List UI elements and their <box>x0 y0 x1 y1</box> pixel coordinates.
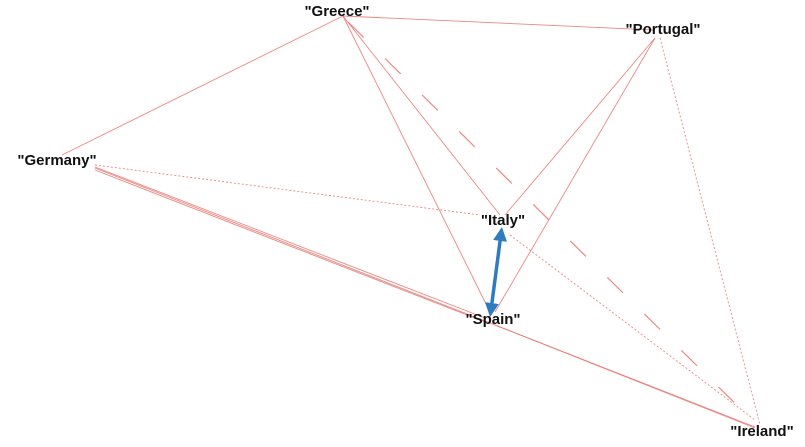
node-label: "Germany" <box>17 152 96 169</box>
edge <box>342 15 491 313</box>
edge <box>94 167 756 428</box>
node-label: "Greece" <box>304 3 369 20</box>
edge <box>94 166 486 319</box>
edge <box>94 164 481 216</box>
node-label: "Italy" <box>481 212 525 229</box>
edge <box>494 37 656 313</box>
node-label: "Spain" <box>465 311 520 328</box>
edge <box>504 37 656 216</box>
node-label: "Portugal" <box>625 21 700 38</box>
edge <box>509 234 756 421</box>
node-label: "Ireland" <box>730 423 793 440</box>
edge <box>94 169 486 323</box>
highlight-edge <box>484 227 508 317</box>
edge <box>342 15 656 31</box>
edge <box>659 37 761 426</box>
edge <box>61 15 344 156</box>
node-labels: "Greece" "Portugal" "Germany" "Italy" "S… <box>17 3 793 440</box>
edges <box>61 15 761 429</box>
edge <box>494 324 756 429</box>
edge <box>342 15 501 216</box>
edge <box>347 21 751 419</box>
